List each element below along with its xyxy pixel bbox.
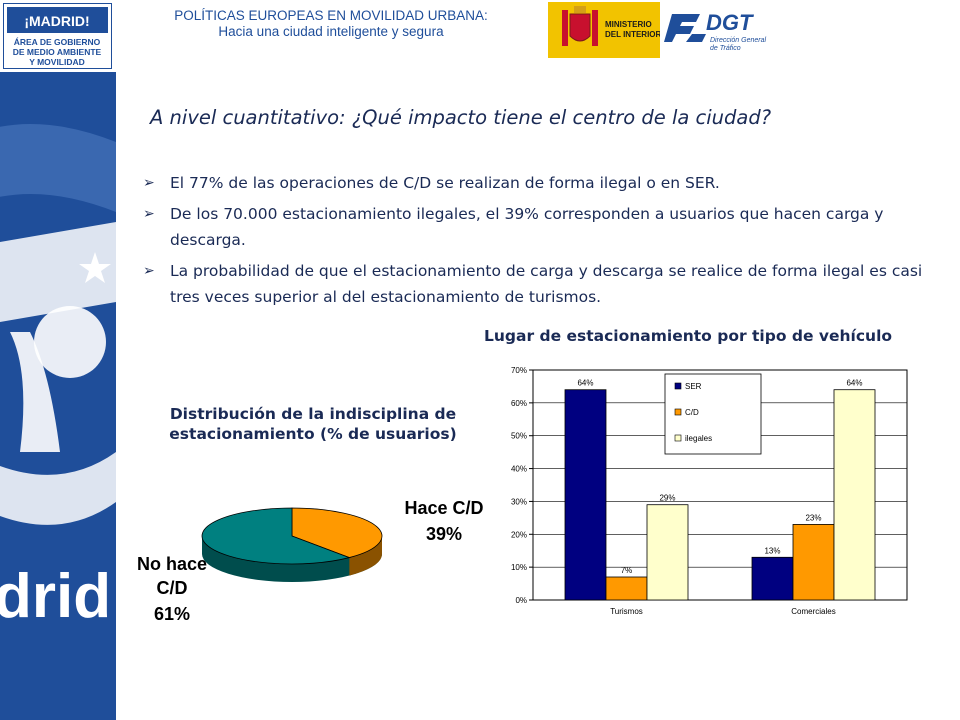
- bullet-text: De los 70.000 estacionamiento ilegales, …: [170, 205, 884, 249]
- bar-data-label: 7%: [621, 566, 633, 575]
- bar-cd-turismos: [605, 576, 648, 601]
- bar-data-label: 29%: [659, 494, 675, 503]
- category-label: Turismos: [610, 607, 643, 616]
- pie-label-no-cd-2: C/D: [157, 578, 188, 598]
- bar-ser-turismos: [564, 389, 607, 601]
- madrid-logo: ¡MADRID! ÁREA DE GOBIERNO DE MEDIO AMBIE…: [3, 3, 112, 69]
- y-tick-label: 20%: [511, 530, 527, 539]
- madrid-logo-text: ¡MADRID!: [24, 13, 89, 29]
- bullet-text: La probabilidad de que el estacionamient…: [170, 262, 923, 306]
- arrow-bullet-icon: ➢: [143, 175, 155, 191]
- ministerio-interior-logo: MINISTERIO DEL INTERIOR: [548, 2, 660, 58]
- ministerio-line2: DEL INTERIOR: [605, 30, 660, 39]
- bar-ilegales-comerciales: [833, 389, 876, 601]
- bar-data-label: 13%: [764, 546, 780, 555]
- madrid-area-line2: DE MEDIO AMBIENTE: [13, 47, 102, 57]
- bullet-item: ➢ De los 70.000 estacionamiento ilegales,…: [143, 201, 943, 253]
- dgt-logo: DGT Dirección General de Tráfico: [662, 2, 774, 58]
- legend-label: SER: [685, 382, 702, 391]
- pie-pct-cd: 39%: [426, 524, 462, 544]
- bullet-text: El 77% de las operaciones de C/D se real…: [170, 174, 720, 192]
- pie-slice-cd: [291, 507, 383, 558]
- arrow-bullet-icon: ➢: [143, 263, 155, 279]
- pie-label-cd: Hace C/D: [404, 498, 483, 518]
- pie-3d-group: [201, 507, 383, 582]
- legend-label: ilegales: [685, 434, 712, 443]
- madrid-area-line3: Y MOVILIDAD: [29, 57, 85, 67]
- category-label: Comerciales: [791, 607, 835, 616]
- pie-side-cd: [349, 536, 382, 576]
- legend-swatch: [674, 382, 682, 390]
- pie-side-no-cd: [202, 536, 382, 582]
- bar-marks: [564, 389, 876, 601]
- bullet-list: ➢ El 77% de las operaciones de C/D se rea…: [143, 170, 943, 315]
- bar-ilegales-turismos: [646, 504, 689, 601]
- header-line1: POLÍTICAS EUROPEAS EN MOVILIDAD URBANA:: [174, 8, 488, 23]
- bar-categories: Turismos Comerciales: [610, 607, 836, 616]
- pie-slice-no-cd: [201, 507, 351, 565]
- bar-cd-comerciales: [792, 524, 835, 601]
- y-tick-label: 60%: [511, 399, 527, 408]
- bar-chart: 0%10%20%30%40%50%60%70% 64%7%29%13%23%64…: [511, 366, 908, 616]
- dgt-sub2: de Tráfico: [710, 45, 741, 52]
- bar-y-ticks: 0% 10% 20% 30% 40% 50% 60% 70%: [511, 366, 533, 605]
- bar-data-label: 64%: [846, 379, 862, 388]
- pie-chart-title: Distribución de la indisciplina de estac…: [169, 405, 457, 443]
- arrow-bullet-icon: ➢: [143, 206, 155, 222]
- header-line2: Hacia una ciudad inteligente y segura: [218, 24, 444, 39]
- bar-data-labels: 64% 7% 29% 13% 23% 64%: [577, 379, 862, 575]
- bar-ser-comerciales: [751, 556, 794, 601]
- pie-label-no-cd-1: No hace: [137, 554, 207, 574]
- y-tick-label: 30%: [511, 497, 527, 506]
- bar-data-label: 23%: [805, 513, 821, 522]
- legend-label: C/D: [685, 408, 699, 417]
- bar-data-label: 64%: [577, 379, 593, 388]
- pie-chart: Hace C/D 39% No hace C/D 61%: [137, 498, 484, 624]
- y-tick-label: 70%: [511, 366, 527, 375]
- sidebar-madrid-word: drid: [0, 562, 111, 631]
- bar-chart-frame: 0% 10% 20% 30% 40% 50% 60% 70% 64% 7% 29% 13% 23% 64…: [487, 356, 935, 626]
- bar-chart-title: Lugar de estacionamiento por tipo de veh…: [484, 327, 893, 345]
- dgt-text: DGT: [706, 10, 754, 35]
- y-tick-label: 10%: [511, 563, 527, 572]
- bar-legend: SER C/D ilegales: [664, 373, 762, 455]
- slide-title: A nivel cuantitativo: ¿Qué impacto tiene…: [150, 106, 772, 129]
- y-tick-label: 40%: [511, 465, 527, 474]
- dgt-mark-icon: [664, 14, 706, 42]
- bullet-item: ➢ El 77% de las operaciones de C/D se rea…: [143, 170, 943, 196]
- madrid-logo-box: ¡MADRID! ÁREA DE GOBIERNO DE MEDIO AMBIE…: [0, 0, 116, 72]
- madrid-emblem-watermark: drid: [0, 124, 116, 631]
- header-title: POLÍTICAS EUROPEAS EN MOVILIDAD URBANA: …: [116, 8, 546, 40]
- sidebar-branding: ¡MADRID! ÁREA DE GOBIERNO DE MEDIO AMBIE…: [0, 0, 116, 720]
- legend-swatch: [674, 434, 682, 442]
- madrid-area-line1: ÁREA DE GOBIERNO: [14, 37, 101, 47]
- legend-swatch: [674, 408, 682, 416]
- bullet-item: ➢ La probabilidad de que el estacionamien…: [143, 258, 943, 310]
- spain-coat-of-arms-icon: [562, 6, 598, 46]
- ministerio-line1: MINISTERIO: [605, 20, 652, 29]
- y-tick-label: 50%: [511, 432, 527, 441]
- y-tick-label: 0%: [515, 596, 527, 605]
- pie-pct-no-cd: 61%: [154, 604, 190, 624]
- dgt-sub1: Dirección General: [710, 37, 766, 44]
